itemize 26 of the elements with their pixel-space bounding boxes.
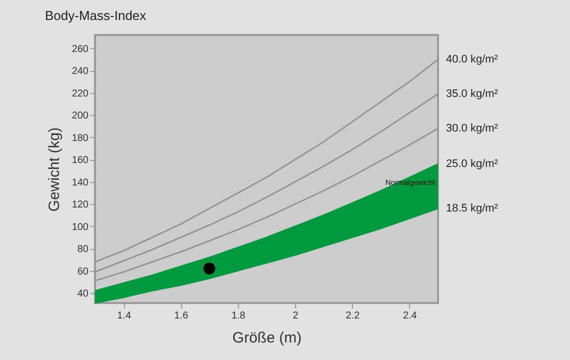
x-tick-label: 2.2 <box>346 310 360 322</box>
x-tick-label: 2 <box>292 310 299 322</box>
series-label: 40.0 kg/m² <box>446 53 498 66</box>
y-tick-label: 200 <box>72 110 89 122</box>
y-tick-label: 40 <box>77 288 89 300</box>
y-tick-label: 220 <box>72 88 89 100</box>
series-label: 25.0 kg/m² <box>446 158 498 170</box>
chart-title: Body-Mass-Index <box>45 8 147 23</box>
y-tick-label: 140 <box>72 177 89 188</box>
series-label: 35.0 kg/m² <box>446 88 498 100</box>
y-tick-label: 160 <box>72 155 89 166</box>
y-tick-label: 240 <box>72 66 89 78</box>
y-tick-label: 80 <box>77 244 89 256</box>
x-tick-label: 1.6 <box>174 310 189 322</box>
y-axis-title: Gewicht (kg) <box>46 127 63 212</box>
x-tick-label: 1.4 <box>117 310 132 322</box>
y-tick-label: 100 <box>72 222 89 233</box>
y-tick-label: 260 <box>72 44 89 55</box>
y-tick-label: 60 <box>77 266 89 278</box>
series-label: 18.5 kg/m² <box>446 202 498 214</box>
x-tick-label: 1.8 <box>231 310 246 322</box>
series-label: 30.0 kg/m² <box>446 122 498 134</box>
y-tick-label: 120 <box>72 200 89 211</box>
y-tick-label: 180 <box>72 132 89 144</box>
x-axis-title: Größe (m) <box>232 330 302 346</box>
x-tick-label: 2.4 <box>402 310 418 322</box>
